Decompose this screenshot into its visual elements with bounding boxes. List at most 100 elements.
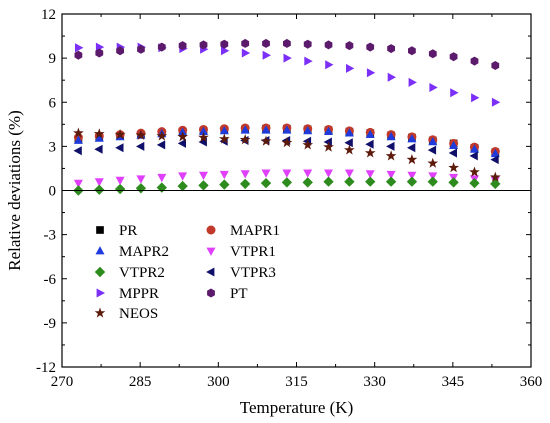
- data-point: [386, 131, 396, 141]
- y-tick-label: 6: [49, 95, 57, 111]
- x-axis-title: Temperature (K): [240, 398, 354, 417]
- legend-label: NEOS: [119, 306, 158, 322]
- data-point: [344, 176, 355, 187]
- series-pt: [74, 38, 500, 70]
- y-tick-label: -3: [44, 228, 57, 244]
- data-point: [178, 41, 187, 51]
- data-point: [114, 129, 126, 140]
- data-point: [220, 39, 229, 49]
- data-point: [490, 148, 500, 158]
- data-point: [302, 139, 314, 150]
- data-point: [323, 176, 334, 187]
- data-point: [427, 176, 438, 187]
- data-point: [94, 178, 104, 187]
- data-point: [490, 171, 501, 182]
- series-neos: [73, 127, 501, 182]
- data-point: [427, 145, 437, 155]
- legend-label: PT: [230, 286, 248, 302]
- data-point: [344, 144, 355, 155]
- data-point: [261, 169, 271, 178]
- legend-marker: [207, 288, 215, 298]
- data-point: [365, 139, 374, 149]
- data-point: [490, 155, 499, 165]
- axis-ticks: 270 285 300 315 330 345 360 -12 -9 -6 -3 0 3 6 9 12: [36, 7, 542, 390]
- legend-marker: [96, 226, 104, 234]
- data-point: [386, 170, 396, 180]
- data-point: [177, 138, 186, 148]
- data-point: [219, 126, 229, 135]
- legend-label: VTPR3: [230, 265, 276, 281]
- data-point: [366, 68, 376, 78]
- data-point: [261, 125, 271, 134]
- data-point: [199, 126, 208, 135]
- legend-label: PR: [119, 223, 137, 239]
- data-point: [260, 178, 272, 189]
- data-point: [177, 131, 188, 142]
- data-point: [221, 46, 230, 56]
- data-point: [324, 169, 333, 178]
- x-tick-label: 330: [363, 374, 386, 390]
- series-vtpr2: [73, 176, 501, 196]
- x-tick-label: 300: [207, 374, 230, 390]
- y-tick-label: -12: [36, 360, 56, 376]
- data-point: [198, 131, 209, 143]
- data-point: [240, 170, 250, 179]
- data-point: [471, 93, 480, 103]
- legend-marker: [206, 267, 215, 277]
- data-point: [323, 137, 332, 147]
- legend-marker: [206, 247, 216, 256]
- data-point: [427, 157, 439, 168]
- data-point: [199, 171, 208, 180]
- data-point: [387, 72, 396, 82]
- data-point: [365, 170, 375, 179]
- y-tick-label: 12: [41, 7, 56, 23]
- data-point: [448, 162, 459, 173]
- legend-label: MAPR1: [230, 223, 280, 239]
- data-point: [219, 133, 230, 144]
- plot-marks: [73, 38, 501, 196]
- data-point: [304, 56, 313, 66]
- data-point: [406, 154, 418, 165]
- data-point: [116, 46, 124, 56]
- data-point: [407, 171, 417, 180]
- data-point: [490, 178, 501, 190]
- data-point: [283, 53, 292, 63]
- data-point: [346, 63, 355, 73]
- data-point: [115, 176, 125, 186]
- data-point: [364, 147, 376, 158]
- data-point: [302, 177, 313, 188]
- data-point: [386, 141, 395, 151]
- data-point: [450, 88, 459, 98]
- data-point: [73, 179, 83, 189]
- data-point: [93, 128, 105, 139]
- y-tick-label: 0: [49, 184, 57, 200]
- data-point: [448, 148, 457, 158]
- data-point: [94, 133, 104, 142]
- data-point: [469, 178, 480, 189]
- data-point: [324, 40, 333, 50]
- data-point: [365, 176, 376, 187]
- data-point: [323, 141, 334, 152]
- data-point: [385, 176, 397, 187]
- legend-marker: [206, 225, 216, 235]
- data-point: [406, 176, 418, 187]
- data-point: [241, 38, 250, 48]
- data-point: [199, 40, 208, 50]
- x-tick-label: 360: [520, 374, 543, 390]
- legend-marker: [94, 266, 106, 278]
- data-point: [282, 169, 292, 178]
- legend: PR MAPR1 MAPR2 VTPR1 VTPR2 VTPR3 MPPR PT NEOS: [84, 218, 296, 322]
- data-point: [365, 129, 375, 138]
- data-point: [408, 77, 417, 87]
- data-point: [449, 140, 459, 149]
- data-point: [178, 172, 188, 181]
- data-point: [385, 150, 397, 161]
- data-point: [177, 180, 188, 192]
- data-point: [157, 173, 167, 183]
- data-point: [303, 126, 313, 135]
- legend-marker: [96, 288, 105, 298]
- data-point: [325, 60, 334, 70]
- data-point: [156, 140, 166, 150]
- data-point: [491, 61, 500, 70]
